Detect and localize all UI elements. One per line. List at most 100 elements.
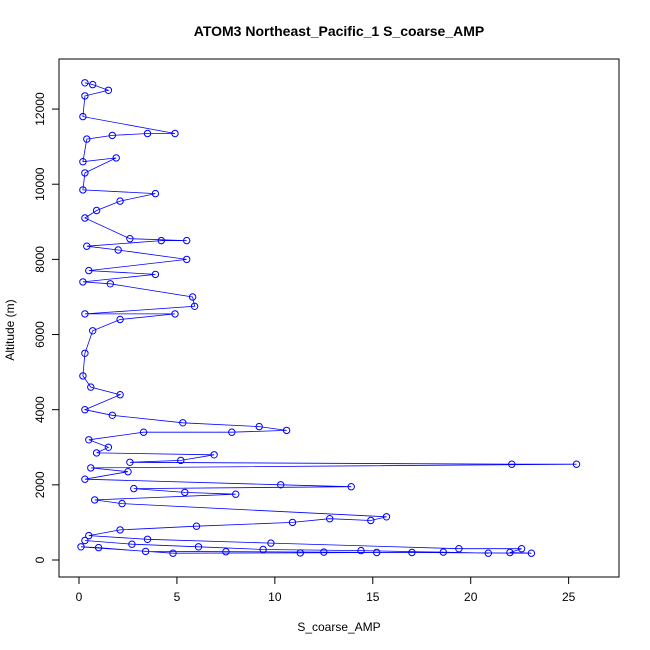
x-tick-label: 25 (562, 590, 576, 604)
data-point (517, 545, 526, 553)
data-point (277, 481, 285, 489)
x-axis-label: S_coarse_AMP (297, 620, 380, 634)
x-tick-label: 0 (76, 590, 83, 604)
data-point (89, 327, 97, 335)
data-point (572, 460, 581, 468)
data-point (373, 548, 381, 557)
data-point (151, 270, 160, 279)
data-point (118, 499, 126, 508)
chart-title: ATOM3 Northeast_Pacific_1 S_coarse_AMP (194, 23, 485, 39)
data-point (194, 543, 203, 551)
data-point (143, 535, 152, 543)
data-point (228, 428, 236, 436)
data-point (179, 419, 187, 427)
data-point (190, 302, 199, 310)
data-point (92, 206, 101, 215)
y-axis: 0 2000 4000 6000 8000 10000 12000 (33, 92, 60, 563)
data-point (108, 411, 117, 419)
data-point (382, 513, 391, 521)
data-point (141, 547, 150, 556)
data-point (192, 522, 201, 530)
data-point (79, 112, 87, 121)
x-tick-label: 15 (366, 590, 380, 604)
data-point (85, 266, 93, 275)
data-point (77, 543, 85, 551)
data-point (506, 548, 514, 557)
x-tick-label: 20 (464, 590, 478, 604)
data-point (367, 516, 375, 525)
data-point (116, 197, 124, 205)
data-point (357, 546, 365, 555)
data-point (79, 158, 87, 166)
data-point (222, 548, 230, 556)
data-point (85, 436, 93, 444)
data-point (282, 426, 291, 435)
data-point (188, 293, 197, 301)
data-point (83, 135, 91, 143)
data-point (171, 310, 179, 318)
data-point (116, 391, 124, 399)
data-point (183, 255, 191, 264)
data-point (527, 549, 536, 557)
data-point (130, 484, 138, 493)
data-point (79, 372, 87, 380)
x-tick-label: 5 (174, 590, 181, 604)
data-point (439, 548, 447, 556)
x-tick-label: 10 (268, 590, 282, 604)
data-point (139, 428, 148, 436)
data-point (87, 464, 95, 472)
data-point (143, 129, 152, 138)
data-point (114, 246, 122, 254)
data-point (255, 422, 263, 431)
data-point (81, 169, 89, 177)
data-point (104, 443, 113, 451)
data-point (288, 518, 297, 527)
data-point (92, 449, 101, 457)
data-point (508, 460, 516, 468)
data-point (89, 80, 97, 89)
data-point (104, 86, 113, 95)
data-point (81, 214, 89, 222)
data-point (347, 483, 355, 491)
y-tick-label: 2000 (33, 471, 47, 498)
data-point (81, 92, 89, 100)
data-point (85, 531, 93, 540)
data-point (116, 526, 124, 534)
data-point (81, 349, 89, 357)
data-point (169, 549, 177, 557)
data-point (232, 490, 240, 498)
data-point (81, 536, 89, 545)
data-point (94, 543, 103, 552)
data-point (267, 539, 275, 547)
data-point (87, 383, 95, 391)
data-point (171, 129, 179, 138)
data-point (326, 515, 334, 523)
data-point (116, 315, 124, 324)
data-point (157, 236, 166, 245)
data-point (81, 79, 89, 87)
data-point (83, 242, 91, 250)
data-point (81, 475, 89, 483)
y-tick-label: 0 (33, 556, 47, 563)
y-tick-label: 8000 (33, 246, 47, 273)
x-axis: 0 5 10 15 20 25 (76, 576, 576, 604)
y-tick-label: 6000 (33, 321, 47, 348)
data-point (210, 451, 218, 459)
data-point (79, 278, 87, 286)
data-point (183, 236, 191, 245)
data-point (484, 549, 492, 557)
data-point (259, 545, 267, 554)
data-point (151, 189, 160, 198)
series-line (80, 82, 577, 554)
y-axis-label: Altitude (m) (3, 299, 17, 360)
data-point (177, 456, 185, 465)
data-point (126, 458, 134, 466)
data-point (296, 549, 304, 557)
data-point (181, 488, 189, 497)
data-series (77, 79, 581, 557)
data-point (108, 131, 117, 140)
data-point (91, 496, 99, 504)
y-tick-label: 10000 (33, 167, 47, 201)
